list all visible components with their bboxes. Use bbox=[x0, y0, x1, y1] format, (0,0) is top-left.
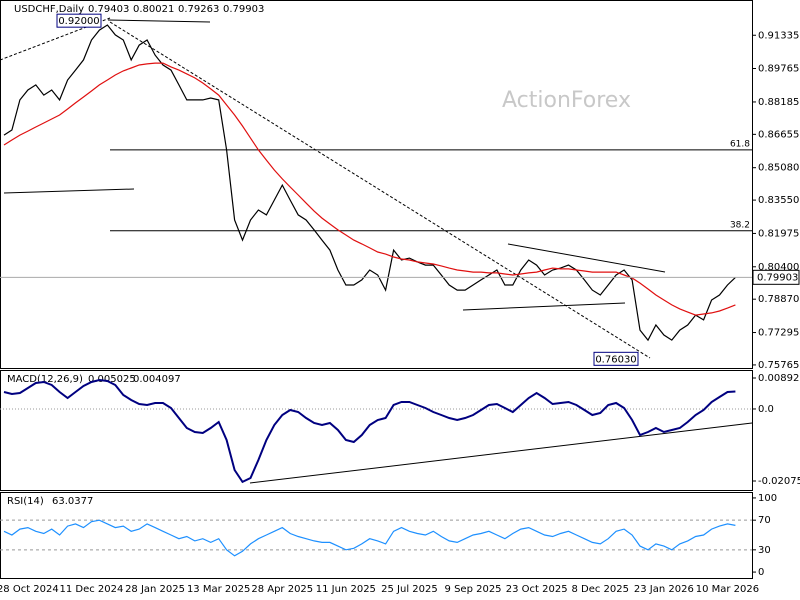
y-tick-label: 0.81975 bbox=[758, 228, 799, 239]
x-tick-label: 28 Jan 2025 bbox=[125, 584, 185, 595]
high: 0.80021 bbox=[133, 4, 174, 15]
y-tick-label: 0.85080 bbox=[758, 163, 799, 174]
x-tick-label: 10 Mar 2026 bbox=[696, 584, 759, 595]
trend-line bbox=[3, 188, 135, 194]
price-box bbox=[593, 351, 639, 366]
close: 0.79903 bbox=[223, 4, 264, 15]
fib-label: 38.2 bbox=[730, 220, 750, 230]
low: 0.79263 bbox=[178, 4, 219, 15]
y-tick-label: 0.77295 bbox=[758, 328, 799, 339]
y-tick-label: 0.78870 bbox=[758, 294, 799, 305]
y-tick-label: 0.75765 bbox=[758, 360, 799, 371]
y-tick-label: 0.91335 bbox=[758, 30, 799, 41]
trend-line bbox=[507, 243, 666, 273]
macd-title: MACD(12,26,9) bbox=[7, 374, 83, 385]
open: 0.79403 bbox=[88, 4, 129, 15]
trend-line bbox=[107, 19, 211, 23]
rsi-readout: 63.0377 bbox=[52, 496, 93, 507]
rsi-title: RSI(14) bbox=[7, 496, 44, 507]
x-tick-label: 8 Dec 2025 bbox=[571, 584, 629, 595]
series-line bbox=[3, 62, 736, 316]
price-panel bbox=[0, 0, 753, 369]
x-tick-label: 9 Sep 2025 bbox=[445, 584, 502, 595]
price-box bbox=[56, 13, 102, 28]
trend-line bbox=[109, 21, 651, 359]
symbol: USDCHF,Daily bbox=[14, 4, 84, 15]
y-tick-label: 0 bbox=[758, 567, 764, 578]
y-tick-label: 30 bbox=[758, 545, 771, 556]
x-tick-label: 25 Jul 2025 bbox=[381, 584, 438, 595]
y-tick-label: 0.88185 bbox=[758, 97, 799, 108]
series-line bbox=[3, 378, 736, 484]
y-tick-label: -0.020759 bbox=[758, 476, 800, 487]
watermark: ActionForex bbox=[502, 88, 631, 113]
y-tick-label: 0.86655 bbox=[758, 129, 799, 140]
y-tick-label: 70 bbox=[758, 515, 771, 526]
price-label: 0.92000 bbox=[58, 16, 99, 27]
macd-panel bbox=[0, 370, 753, 491]
trend-line bbox=[462, 302, 626, 311]
x-tick-label: 28 Apr 2025 bbox=[251, 584, 313, 595]
y-tick-label: 0.89765 bbox=[758, 63, 799, 74]
y-tick-label: 0.0 bbox=[758, 404, 774, 415]
x-tick-label: 13 Mar 2025 bbox=[187, 584, 250, 595]
x-tick-label: 28 Oct 2024 bbox=[0, 584, 59, 595]
series-line bbox=[3, 519, 736, 557]
y-tick-label: 0.83550 bbox=[758, 195, 799, 206]
trend-line bbox=[249, 422, 753, 484]
x-tick-label: 23 Jan 2026 bbox=[634, 584, 694, 595]
macd-readout: 0.005025 bbox=[88, 374, 136, 385]
y-tick-label: 100 bbox=[758, 493, 777, 504]
x-tick-label: 11 Jun 2025 bbox=[316, 584, 376, 595]
y-tick-label: 0.80400 bbox=[758, 262, 799, 273]
fib-label: 61.8 bbox=[730, 139, 750, 149]
x-tick-label: 23 Oct 2025 bbox=[506, 584, 568, 595]
macd-readout: 0.004097 bbox=[133, 374, 181, 385]
close-label: 0.79903 bbox=[757, 272, 798, 283]
price-label: 0.76030 bbox=[595, 354, 636, 365]
y-tick-label: 0.008923 bbox=[758, 373, 800, 384]
rsi-panel bbox=[0, 492, 753, 579]
series-line bbox=[3, 24, 736, 342]
header: USDCHF,Daily 0.79403 0.80021 0.79263 0.7… bbox=[14, 4, 264, 15]
x-tick-label: 11 Dec 2024 bbox=[60, 584, 124, 595]
close-box bbox=[752, 269, 800, 285]
